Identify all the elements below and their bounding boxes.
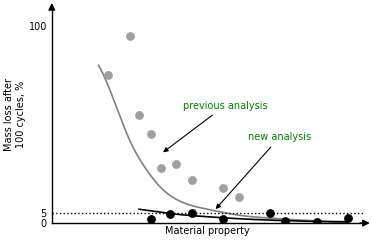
Point (345, 216, 351, 220)
Point (173, 162, 179, 166)
Point (148, 132, 154, 136)
X-axis label: Material property: Material property (165, 226, 250, 236)
Point (282, 220, 288, 223)
Point (189, 178, 195, 182)
Text: new analysis: new analysis (216, 132, 311, 208)
Point (236, 196, 242, 199)
Point (158, 166, 164, 170)
Point (127, 34, 133, 38)
Point (167, 212, 173, 216)
Point (267, 211, 273, 215)
Point (189, 211, 195, 215)
Text: previous analysis: previous analysis (164, 101, 267, 152)
Point (220, 217, 226, 221)
Point (105, 73, 111, 77)
Point (220, 186, 226, 189)
Point (136, 113, 142, 116)
Point (148, 217, 154, 221)
Y-axis label: Mass loss after
100 cycles, %: Mass loss after 100 cycles, % (4, 78, 26, 151)
Point (314, 220, 320, 224)
